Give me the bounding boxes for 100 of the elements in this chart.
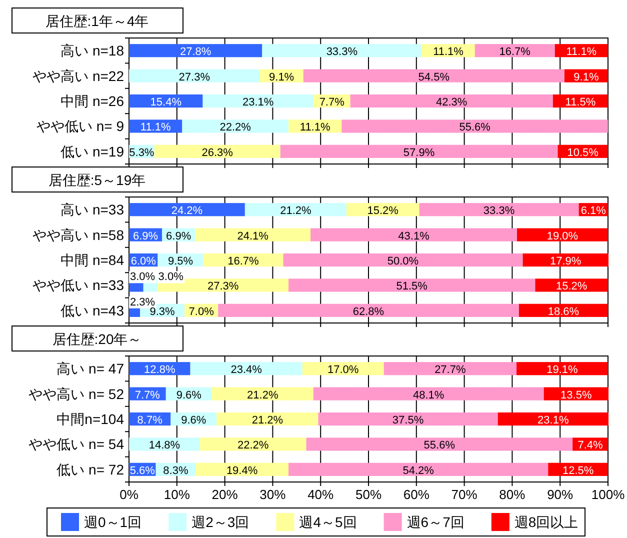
data-label: 48.1%: [413, 389, 444, 402]
y-tick-label: やや低い n= 54: [28, 436, 124, 452]
data-label: 18.6%: [548, 306, 580, 318]
data-label: 12.5%: [562, 464, 594, 477]
legend-label: 週0～1回: [84, 514, 142, 530]
bar: [516, 228, 608, 242]
data-label: 23.1%: [242, 96, 274, 108]
bar: [200, 438, 306, 451]
data-label: 57.9%: [403, 146, 435, 159]
bar: [244, 203, 346, 216]
bar: [216, 412, 318, 426]
x-tick-label: 10%: [164, 487, 190, 502]
data-label: 11.1%: [140, 122, 171, 134]
bar: [498, 412, 608, 426]
data-label: 6.0%: [130, 256, 156, 268]
data-label: 50.0%: [387, 256, 419, 268]
bar: [154, 144, 280, 158]
data-label: 33.3%: [326, 46, 358, 58]
data-label: 21.2%: [280, 205, 312, 218]
data-label: 2.3%: [130, 296, 156, 308]
bar: [313, 387, 544, 400]
data-label: 5.3%: [129, 146, 154, 159]
bar: [419, 203, 579, 216]
data-label: 23.1%: [538, 414, 569, 426]
bar: [310, 228, 517, 242]
data-label: 7.4%: [578, 440, 604, 452]
data-label: 27.8%: [180, 46, 212, 58]
x-tick-label: 90%: [547, 487, 574, 502]
y-tick-label: 高い n= 47: [56, 360, 124, 377]
x-tick-label: 70%: [451, 487, 478, 502]
data-label: 15.2%: [556, 280, 588, 293]
data-label: 12.8%: [144, 364, 176, 376]
data-label: 43.1%: [398, 230, 430, 242]
chart-title: 居住歴:5～19年: [48, 172, 146, 188]
y-tick-label: 低い n=43: [60, 302, 124, 318]
x-tick-label: 40%: [308, 487, 334, 502]
data-label: 7.7%: [319, 96, 345, 108]
data-label: 37.5%: [392, 414, 424, 426]
data-label: 22.2%: [220, 122, 252, 134]
data-label: 6.9%: [132, 230, 158, 242]
y-tick-label: 低い n= 72: [56, 461, 124, 478]
bar: [303, 69, 564, 82]
y-tick-label: やや高い n=58: [32, 226, 124, 243]
bar: [288, 462, 548, 476]
data-label: 6.1%: [580, 205, 606, 218]
bar: [129, 438, 200, 451]
bar: [212, 387, 314, 400]
data-label: 14.8%: [148, 440, 180, 452]
data-label: 24.2%: [171, 205, 203, 218]
data-label: 62.8%: [352, 306, 384, 318]
data-label: 16.7%: [228, 256, 260, 268]
bar: [516, 362, 608, 376]
data-label: 8.3%: [163, 464, 188, 477]
bar: [535, 278, 608, 292]
bar: [262, 44, 422, 58]
data-label: 17.0%: [328, 364, 359, 376]
x-tick-label: 60%: [403, 487, 430, 502]
data-label: 6.9%: [166, 230, 192, 242]
legend-label: 週6～7回: [406, 514, 464, 530]
y-tick-label: やや低い n=33: [32, 277, 124, 294]
legend-label: 週4～5回: [299, 514, 357, 530]
data-label: 9.3%: [150, 306, 176, 318]
data-label: 27.7%: [434, 364, 466, 376]
data-label: 10.5%: [567, 146, 599, 159]
data-label: 15.2%: [367, 205, 399, 218]
data-label: 27.3%: [208, 280, 239, 293]
data-label: 7.7%: [134, 389, 160, 402]
x-tick-label: 20%: [212, 487, 238, 502]
chart-title: 居住歴:20年～: [52, 331, 142, 347]
bar: [384, 362, 517, 376]
data-label: 19.4%: [226, 464, 258, 477]
bar: [129, 69, 260, 82]
bar: [522, 253, 608, 267]
bar: [283, 253, 523, 267]
x-tick-label: 100%: [591, 487, 626, 502]
data-label: 15.4%: [150, 96, 182, 108]
bar: [280, 144, 558, 158]
bar: [129, 203, 245, 216]
y-tick-label: 中間 n=84: [60, 252, 124, 268]
y-tick-label: 低い n=19: [60, 143, 124, 160]
bar: [350, 94, 553, 108]
bar: [202, 94, 314, 108]
bar: [182, 120, 289, 133]
data-label: 27.3%: [178, 71, 210, 84]
data-label: 5.6%: [130, 464, 156, 477]
data-label: 13.5%: [560, 389, 592, 402]
y-tick-label: 中間n=104: [56, 411, 124, 427]
y-tick-label: やや高い n= 52: [28, 386, 124, 402]
data-label: 7.0%: [188, 306, 214, 318]
bar: [288, 278, 536, 292]
data-label: 24.1%: [237, 230, 269, 242]
bar: [318, 412, 498, 426]
y-tick-label: やや高い n=22: [32, 68, 124, 84]
data-label: 33.3%: [483, 205, 515, 218]
x-tick-label: 80%: [499, 487, 526, 502]
data-label: 26.3%: [202, 146, 234, 159]
bar: [306, 438, 573, 451]
bar: [195, 228, 311, 242]
data-label: 42.3%: [436, 96, 468, 108]
data-label: 16.7%: [499, 46, 531, 58]
